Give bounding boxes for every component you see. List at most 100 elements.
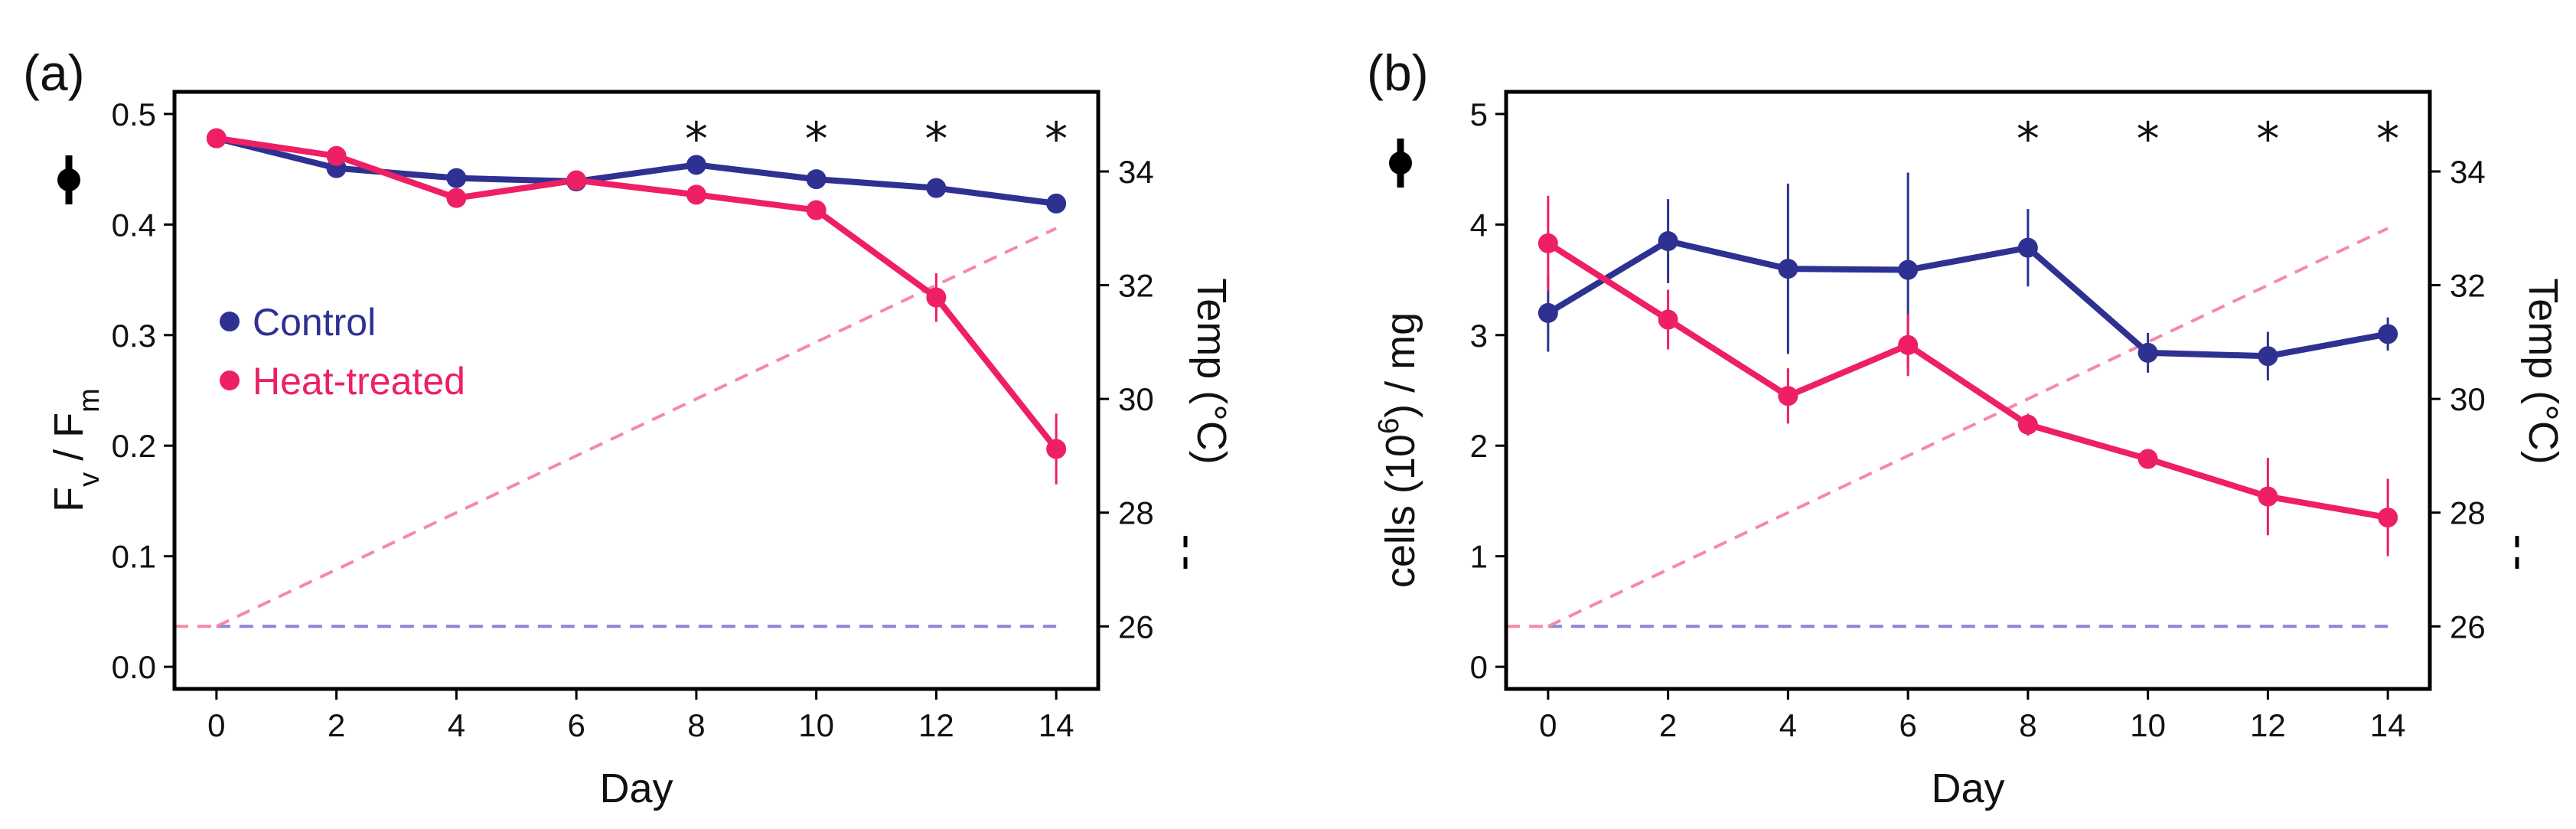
data-point-heat-treated bbox=[566, 170, 587, 191]
data-point-heat-treated bbox=[686, 184, 706, 205]
data-point-control bbox=[1898, 259, 1919, 280]
data-point-control bbox=[686, 155, 706, 175]
y-tick-label: 0.4 bbox=[112, 207, 156, 243]
y2-tick-label: 28 bbox=[2450, 495, 2486, 531]
x-tick-label: 0 bbox=[1539, 707, 1557, 743]
x-tick-label: 2 bbox=[1659, 707, 1677, 743]
y-tick-label: 4 bbox=[1470, 207, 1488, 243]
y-tick-label: 0.3 bbox=[112, 318, 156, 354]
data-point-heat-treated bbox=[2137, 449, 2158, 469]
data-point-control bbox=[446, 168, 467, 188]
panel-label: (b) bbox=[1367, 44, 1429, 101]
y2-tick-label: 26 bbox=[1118, 609, 1154, 645]
x-tick-label: 0 bbox=[207, 707, 225, 743]
y-axis-title: cells (106) / mg bbox=[1373, 312, 1423, 588]
y-tick-label: 2 bbox=[1470, 428, 1488, 464]
x-tick-label: 12 bbox=[2250, 707, 2286, 743]
series-line-control bbox=[1546, 238, 2389, 360]
legend-marker-control bbox=[220, 312, 240, 331]
data-point-heat-treated bbox=[926, 287, 947, 308]
legend-label-heat-treated: Heat-treated bbox=[253, 360, 465, 403]
data-point-control bbox=[806, 169, 827, 190]
plot-frame bbox=[1504, 90, 2432, 691]
x-tick-label: 14 bbox=[2370, 707, 2406, 743]
plot-frame bbox=[172, 90, 1101, 691]
significance-marker: * bbox=[2376, 113, 2399, 166]
y-axis-title: Fv / Fm bbox=[46, 388, 106, 512]
y-legend-marker-dot bbox=[1389, 152, 1412, 175]
x-tick-label: 4 bbox=[1779, 707, 1797, 743]
x-tick-label: 8 bbox=[687, 707, 705, 743]
x-tick-label: 12 bbox=[918, 707, 954, 743]
data-point-control bbox=[2378, 324, 2398, 344]
data-point-heat-treated bbox=[446, 188, 467, 208]
y-tick-label: 0.0 bbox=[112, 649, 156, 685]
x-tick-label: 14 bbox=[1039, 707, 1074, 743]
x-tick-label: 4 bbox=[448, 707, 465, 743]
data-point-heat-treated bbox=[1046, 439, 1067, 459]
y-tick-label: 0 bbox=[1470, 649, 1488, 685]
x-tick-label: 10 bbox=[2130, 707, 2166, 743]
data-point-control bbox=[1046, 193, 1067, 214]
data-point-heat-treated bbox=[1898, 335, 1919, 355]
x-axis-title: Day bbox=[599, 765, 673, 811]
data-point-heat-treated bbox=[2017, 414, 2038, 435]
data-point-heat-treated bbox=[1537, 233, 1558, 253]
y2-tick-label: 28 bbox=[1118, 495, 1154, 531]
legend-label-control: Control bbox=[253, 301, 376, 344]
y2-axis-title: Temp (°C) bbox=[2520, 278, 2566, 465]
x-tick-label: 8 bbox=[2019, 707, 2036, 743]
y2-tick-label: 32 bbox=[1118, 268, 1154, 304]
data-point-control bbox=[1537, 302, 1558, 323]
panel-a: (a) 0 2 4 6 8 10 12 14 0.0 0.1 0.2 0.3 0.4 0.5 26 28 30 32… bbox=[23, 44, 1234, 811]
data-point-heat-treated bbox=[806, 200, 827, 220]
data-point-control bbox=[1778, 259, 1798, 279]
x-tick-label: 10 bbox=[798, 707, 834, 743]
y2-tick-label: 30 bbox=[2450, 381, 2486, 417]
x-tick-label: 6 bbox=[567, 707, 585, 743]
y-title-sub: m bbox=[73, 388, 106, 413]
y-legend-marker-dot bbox=[57, 168, 80, 191]
y-title-sub: v bbox=[73, 472, 106, 487]
y-tick-label: 1 bbox=[1470, 539, 1488, 575]
y-tick-label: 0.1 bbox=[112, 539, 156, 575]
series-line-heat-treated bbox=[216, 135, 1059, 452]
x-tick-label: 6 bbox=[1899, 707, 1916, 743]
y2-tick-label: 34 bbox=[1118, 154, 1154, 190]
series-line-control bbox=[215, 135, 1057, 207]
data-point-control bbox=[1658, 231, 1678, 251]
y2-axis-title: Temp (°C) bbox=[1189, 278, 1234, 465]
y-title-part: ) / mg bbox=[1378, 312, 1423, 418]
y-title-part: cells (10 bbox=[1378, 434, 1423, 588]
temp-line-heat-treated bbox=[1547, 227, 2389, 628]
data-point-heat-treated bbox=[1658, 309, 1678, 330]
significance-marker: * bbox=[2017, 113, 2040, 166]
data-point-control bbox=[2258, 346, 2278, 367]
data-point-control bbox=[926, 178, 947, 198]
data-point-heat-treated bbox=[2258, 486, 2278, 507]
significance-marker: * bbox=[1045, 113, 1068, 166]
significance-marker: * bbox=[924, 113, 947, 166]
data-point-heat-treated bbox=[206, 128, 227, 149]
temp-line-heat-treated bbox=[216, 227, 1057, 628]
significance-marker: * bbox=[805, 113, 828, 166]
y-tick-label: 0.2 bbox=[112, 428, 156, 464]
y-tick-label: 0.5 bbox=[112, 96, 156, 132]
significance-marker: * bbox=[2137, 113, 2160, 166]
y-title-part: F bbox=[46, 487, 92, 512]
data-point-control bbox=[2137, 342, 2158, 363]
significance-marker: * bbox=[2256, 113, 2279, 166]
y-title-part: / F bbox=[46, 413, 92, 472]
y-tick-label: 3 bbox=[1470, 318, 1488, 354]
data-point-control bbox=[2017, 237, 2038, 258]
data-point-heat-treated bbox=[1778, 386, 1798, 406]
x-tick-label: 2 bbox=[328, 707, 345, 743]
y2-tick-label: 34 bbox=[2450, 154, 2486, 190]
panel-label: (a) bbox=[23, 44, 85, 101]
data-point-heat-treated bbox=[326, 145, 347, 166]
y-tick-label: 5 bbox=[1470, 96, 1488, 132]
y-title-sup: 6 bbox=[1373, 418, 1405, 434]
